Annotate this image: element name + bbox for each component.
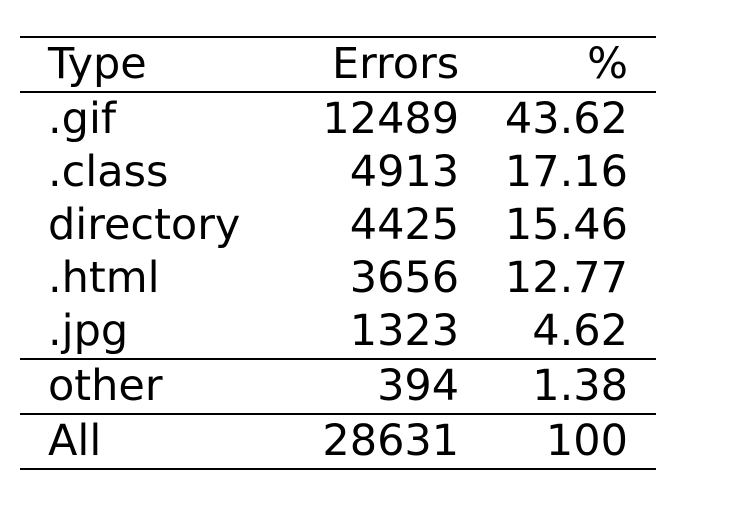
table-row: .jpg 1323 4.62 xyxy=(20,305,656,359)
table-body: .gif 12489 43.62 .class 4913 17.16 direc… xyxy=(20,92,656,470)
total-errors: 28631 xyxy=(288,413,460,470)
table-row: directory 4425 15.46 xyxy=(20,199,656,252)
cell-errors: 12489 xyxy=(322,94,460,144)
cell-errors: 3656 xyxy=(349,253,460,303)
cell-type: .jpg xyxy=(48,306,129,356)
header-percent: % xyxy=(459,36,656,93)
cell-errors: 4425 xyxy=(349,200,460,250)
error-type-table: Type Errors % .gif 12489 43.62 .class 49… xyxy=(20,36,656,470)
table-row: .html 3656 12.77 xyxy=(20,252,656,305)
table-header: Type Errors % xyxy=(20,36,656,93)
other-row: other 394 1.38 xyxy=(20,358,656,414)
cell-type: .html xyxy=(48,253,160,303)
total-row: All 28631 100 xyxy=(20,413,656,470)
cell-type: .class xyxy=(48,147,169,197)
other-percent: 1.38 xyxy=(459,358,656,414)
cell-type: .gif xyxy=(48,94,117,144)
other-type: other xyxy=(20,358,289,414)
header-type: Type xyxy=(20,36,289,93)
cell-percent: 15.46 xyxy=(504,200,628,250)
other-errors: 394 xyxy=(288,358,460,414)
cell-percent: 43.62 xyxy=(504,94,628,144)
cell-type: directory xyxy=(48,200,241,250)
cell-percent: 17.16 xyxy=(504,147,628,197)
cell-errors: 4913 xyxy=(349,147,460,197)
total-percent: 100 xyxy=(459,413,656,470)
cell-percent: 4.62 xyxy=(532,306,628,356)
header-errors: Errors xyxy=(288,36,460,93)
cell-percent: 12.77 xyxy=(504,253,628,303)
table-row: .class 4913 17.16 xyxy=(20,146,656,199)
header-row: Type Errors % xyxy=(20,36,656,93)
table-row: .gif 12489 43.62 xyxy=(20,92,656,146)
total-type: All xyxy=(20,413,289,470)
cell-errors: 1323 xyxy=(349,306,460,356)
